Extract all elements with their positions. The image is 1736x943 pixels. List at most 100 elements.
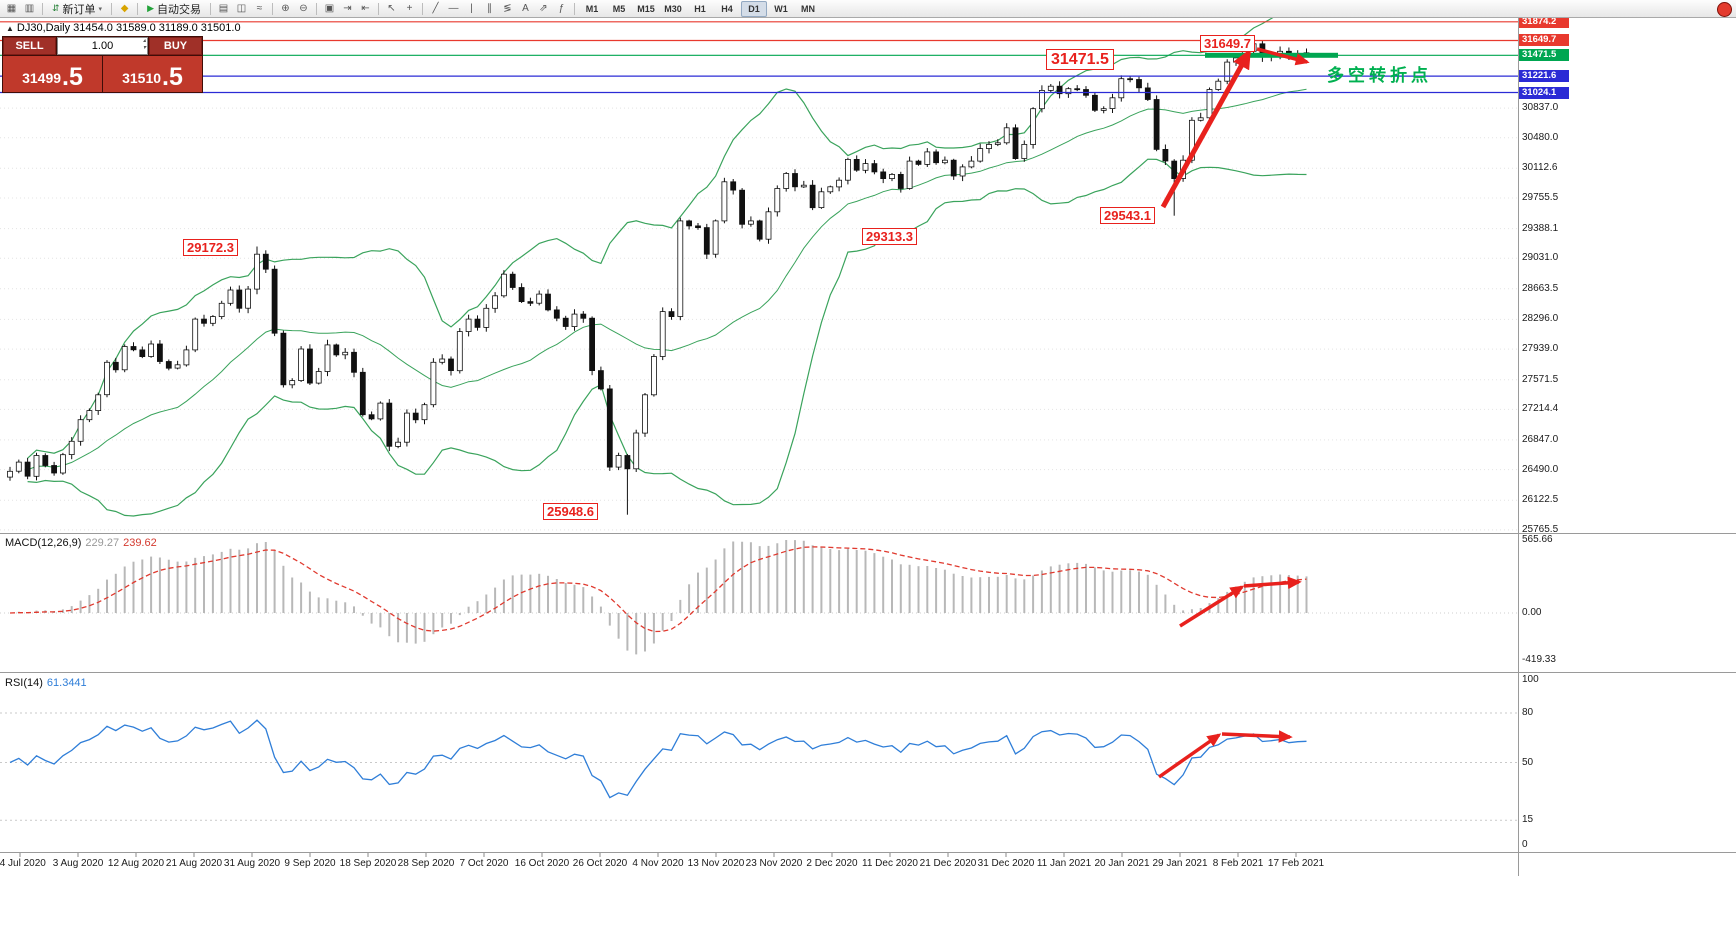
- date-axis-label: 2 Dec 2020: [806, 858, 858, 869]
- date-axis-label: 12 Aug 2020: [107, 858, 165, 869]
- macd-name: MACD(12,26,9): [5, 537, 82, 549]
- rsi-axis-label: 0: [1522, 839, 1528, 850]
- arrow-objects-icon[interactable]: ⇗: [539, 3, 548, 14]
- toolbar-separator: [573, 2, 575, 15]
- chevron-down-icon: ▾: [98, 5, 103, 13]
- price-badge-resistance: 31649.7: [1519, 34, 1569, 46]
- cursor-icon[interactable]: ↖: [387, 3, 396, 14]
- sell-price-main: 31499: [22, 70, 62, 86]
- timeframe-m1-button[interactable]: M1: [585, 3, 599, 14]
- date-axis-label: 9 Sep 2020: [284, 858, 336, 869]
- buy-button[interactable]: BUY: [149, 37, 202, 55]
- chart-shift-icon[interactable]: ⇤: [361, 3, 370, 14]
- ohlc-text: DJ30,Daily 31454.0 31589.0 31189.0 31501…: [16, 22, 241, 34]
- date-axis-label: 13 Nov 2020: [687, 858, 745, 869]
- text-tool-icon[interactable]: A: [522, 3, 529, 14]
- candlestick-chart-icon[interactable]: ◫: [236, 3, 247, 14]
- toolbar-separator: [315, 2, 317, 15]
- autotrade-button[interactable]: ▶ 自动交易: [142, 1, 206, 16]
- turning-point-label: 多空转折点: [1327, 66, 1432, 85]
- price-axis-label: 27214.4: [1522, 403, 1559, 414]
- toolbar-separator: [111, 2, 113, 15]
- record-alert-icon[interactable]: [1717, 2, 1732, 17]
- toolbar-separator: [377, 2, 379, 15]
- vertical-line-icon[interactable]: |: [470, 3, 473, 14]
- date-axis-label: 3 Aug 2020: [52, 858, 104, 869]
- price-axis-label: 29031.0: [1522, 252, 1559, 263]
- volume-down-button[interactable]: ▾: [142, 45, 146, 51]
- timeframe-m5-button[interactable]: M5: [612, 3, 626, 14]
- date-axis-label: 26 Oct 2020: [572, 858, 628, 869]
- horizontal-line-icon[interactable]: ―: [448, 3, 459, 14]
- volume-up-button[interactable]: ▴: [142, 38, 146, 44]
- indicators-icon[interactable]: ƒ: [558, 3, 565, 14]
- timeframe-m15-button[interactable]: M15: [637, 3, 655, 14]
- volume-input[interactable]: 1.00 ▴ ▾: [57, 37, 148, 55]
- new-order-button[interactable]: ⇵ 新订单 ▾: [47, 1, 107, 16]
- sound-alerts-icon[interactable]: ◆: [120, 3, 129, 14]
- macd-axis-label: 565.66: [1522, 534, 1553, 545]
- timeframe-m30-button[interactable]: M30: [664, 3, 682, 14]
- toolbar-separator: [137, 2, 139, 15]
- date-axis-label: 29 Jan 2021: [1152, 858, 1208, 869]
- line-chart-icon[interactable]: ≈: [256, 3, 263, 14]
- fibonacci-icon[interactable]: ≶: [503, 3, 512, 14]
- zoom-in-icon[interactable]: ⊕: [281, 3, 290, 14]
- price-axis-label: 28296.0: [1522, 313, 1559, 324]
- date-axis-label: 11 Dec 2020: [862, 858, 918, 869]
- date-axis-label: 11 Jan 2021: [1036, 858, 1092, 869]
- macd-signal-value: 239.62: [123, 537, 157, 549]
- price-badge-support: 31024.1: [1519, 87, 1569, 99]
- autoscroll-icon[interactable]: ⇥: [343, 3, 352, 14]
- tile-windows-icon[interactable]: ▣: [324, 3, 335, 14]
- price-badge-resistance: 31874.2: [1519, 16, 1569, 28]
- trendline-icon[interactable]: ╱: [432, 3, 439, 14]
- macd-panel[interactable]: [0, 535, 1518, 671]
- price-label-31471: 31471.5: [1046, 49, 1114, 70]
- rsi-name: RSI(14): [5, 677, 43, 689]
- sell-button[interactable]: SELL: [3, 37, 56, 55]
- autotrade-button-glyph: ▶: [147, 3, 154, 13]
- zoom-out-icon[interactable]: ⊖: [299, 3, 308, 14]
- price-axis-label: 26847.0: [1522, 434, 1559, 445]
- date-axis-label: 28 Sep 2020: [397, 858, 455, 869]
- crosshair-icon[interactable]: +: [406, 3, 413, 14]
- equidistant-channel-icon[interactable]: ∥: [486, 3, 492, 14]
- price-axis-label: 29755.5: [1522, 192, 1559, 203]
- volume-value: 1.00: [91, 40, 114, 52]
- price-axis-label: 25765.5: [1522, 524, 1559, 535]
- volume-spinner[interactable]: ▴ ▾: [143, 38, 146, 52]
- one-click-trading-panel[interactable]: SELL 1.00 ▴ ▾ BUY 31499.5 31510.5: [2, 36, 203, 93]
- rsi-axis-label: 80: [1522, 707, 1534, 718]
- macd-main-value: 229.27: [85, 537, 120, 549]
- date-axis-label: 21 Dec 2020: [919, 858, 977, 869]
- price-label-25948: 25948.6: [543, 503, 598, 520]
- timeframe-h1-button[interactable]: H1: [694, 3, 706, 14]
- price-axis-label: 30480.0: [1522, 132, 1559, 143]
- date-axis-label: 8 Feb 2021: [1212, 858, 1264, 869]
- price-axis-label: 30112.6: [1522, 162, 1558, 173]
- new-chart-icon[interactable]: ▦: [6, 3, 17, 14]
- date-axis-label: 31 Aug 2020: [223, 858, 281, 869]
- toolbar-separator: [271, 2, 273, 15]
- rsi-panel[interactable]: [0, 674, 1518, 850]
- date-axis-label: 7 Oct 2020: [459, 858, 509, 869]
- buy-price-display[interactable]: 31510.5: [103, 56, 202, 92]
- toolbar-separator: [421, 2, 423, 15]
- price-label-29313: 29313.3: [862, 228, 917, 245]
- collapse-triangle-icon[interactable]: ▲: [6, 24, 14, 33]
- bar-chart-icon[interactable]: ▤: [218, 3, 229, 14]
- price-axis-label: 30837.0: [1522, 102, 1559, 113]
- profiles-icon[interactable]: ▥: [24, 3, 35, 14]
- main-toolbar: ▦ ▥ ⇵ 新订单 ▾ ◆ ▶ 自动交易 ▤ ◫ ≈ ⊕ ⊖ ▣ ⇥ ⇤ ↖ + ╱ ― | ∥ ≶ A ⇗ ƒ M1 M5 M15 M3…: [0, 0, 1736, 18]
- sell-price-display[interactable]: 31499.5: [3, 56, 102, 92]
- timeframe-w1-button[interactable]: W1: [774, 3, 788, 14]
- price-axis-label: 27939.0: [1522, 343, 1559, 354]
- timeframe-mn-button[interactable]: MN: [800, 3, 815, 14]
- date-axis-label: 20 Jan 2021: [1094, 858, 1150, 869]
- buy-price-frac: .5: [162, 63, 183, 91]
- buy-price-main: 31510: [122, 70, 162, 86]
- timeframe-h4-button[interactable]: H4: [721, 3, 733, 14]
- rsi-axis-label: 15: [1522, 814, 1534, 825]
- timeframe-d1-button[interactable]: D1: [740, 0, 767, 17]
